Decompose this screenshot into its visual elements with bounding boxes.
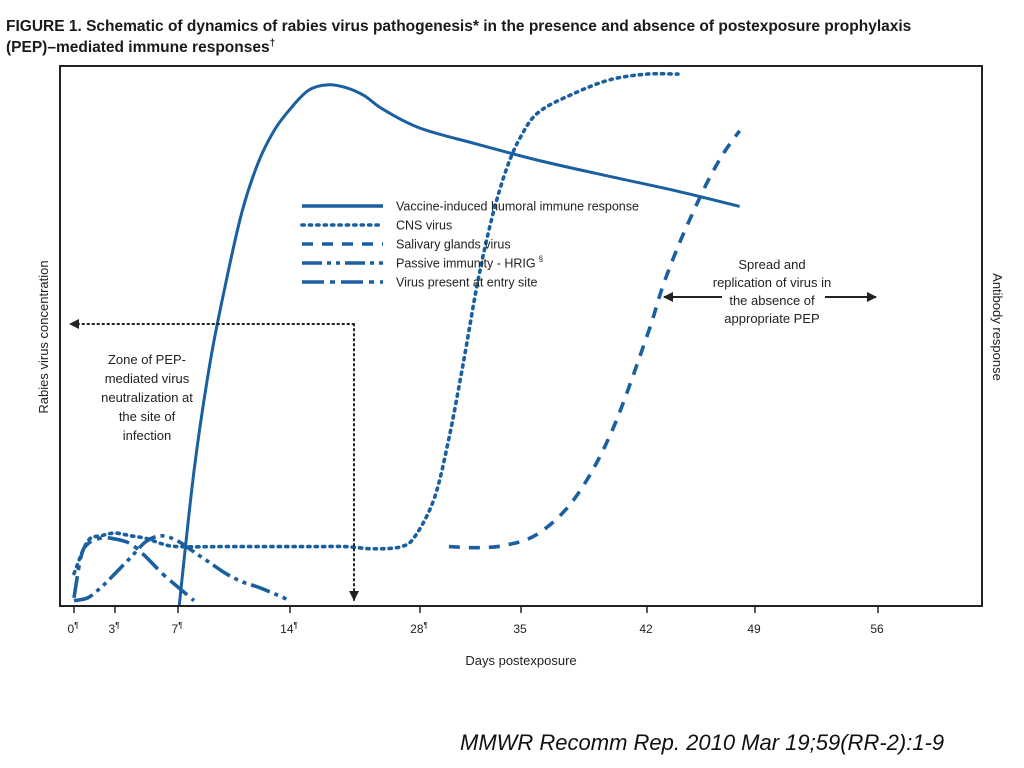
spread-annotation-line: Spread and bbox=[738, 257, 805, 272]
zone-annotation-line: neutralization at bbox=[101, 390, 193, 405]
legend-footnote-mark: § bbox=[539, 255, 543, 264]
x-tick-label-7: 7¶ bbox=[172, 621, 183, 636]
legend-label-passive-immunity-hrig: Passive immunity - HRIG § bbox=[396, 255, 543, 271]
x-tick-label-56: 56 bbox=[870, 622, 884, 636]
zone-annotation-line: the site of bbox=[119, 409, 176, 424]
x-tick-footnote-mark: ¶ bbox=[178, 621, 182, 630]
series-line-passive-immunity-hrig bbox=[73, 533, 291, 603]
x-axis-label: Days postexposure bbox=[465, 653, 576, 668]
legend-label-virus-entry-site: Virus present at entry site bbox=[396, 276, 538, 290]
x-tick-label-14: 14¶ bbox=[280, 621, 298, 636]
spread-annotation-line: replication of virus in bbox=[713, 275, 832, 290]
x-tick-label-42: 42 bbox=[639, 622, 653, 636]
zone-annotation-line: Zone of PEP- bbox=[108, 352, 186, 367]
citation: MMWR Recomm Rep. 2010 Mar 19;59(RR-2):1-… bbox=[460, 730, 945, 755]
plot-frame bbox=[59, 65, 983, 607]
x-tick-footnote-mark: ¶ bbox=[294, 621, 298, 630]
series-line-salivary-glands-virus bbox=[448, 129, 742, 550]
figure-title-line-2: (PEP)–mediated immune responses† bbox=[6, 35, 1024, 56]
dagger-mark: † bbox=[269, 38, 276, 49]
x-tick-label-35: 35 bbox=[513, 622, 527, 636]
series-layer bbox=[72, 71, 742, 605]
legend: Vaccine-induced humoral immune response C… bbox=[300, 200, 639, 290]
spread-annotation-line: appropriate PEP bbox=[724, 311, 819, 326]
x-axis-ticks: 0¶ 3¶ 7¶ 14¶ 28¶ 35 42 49 56 bbox=[68, 606, 884, 636]
zone-annotation-line: mediated virus bbox=[105, 371, 190, 386]
y-axis-label-right: Antibody response bbox=[990, 273, 1005, 381]
x-tick-label-0: 0¶ bbox=[68, 621, 79, 636]
x-tick-footnote-mark: ¶ bbox=[424, 621, 428, 630]
series-line-virus-entry-site bbox=[72, 535, 196, 602]
series-line-vaccine-response bbox=[177, 83, 740, 605]
figure-title: FIGURE 1. Schematic of dynamics of rabie… bbox=[6, 18, 1024, 56]
x-tick-label-49: 49 bbox=[747, 622, 761, 636]
legend-label-vaccine-response: Vaccine-induced humoral immune response bbox=[396, 200, 639, 214]
x-tick-label-28: 28¶ bbox=[410, 621, 428, 636]
spread-annotation: Spread and replication of virus in the abs… bbox=[713, 257, 832, 326]
x-tick-footnote-mark: ¶ bbox=[115, 621, 119, 630]
figure-title-line-1: FIGURE 1. Schematic of dynamics of rabie… bbox=[6, 18, 912, 35]
legend-label-cns-virus: CNS virus bbox=[396, 219, 452, 233]
x-tick-label-3: 3¶ bbox=[109, 621, 120, 636]
figure-title-line-2-text: (PEP)–mediated immune responses bbox=[6, 39, 270, 57]
x-tick-footnote-mark: ¶ bbox=[74, 621, 78, 630]
zone-annotation-line: infection bbox=[123, 428, 171, 443]
y-axis-label-left: Rabies virus concentration bbox=[36, 260, 51, 413]
zone-annotation: Zone of PEP-mediated virus neutralization… bbox=[101, 352, 193, 443]
series-line-cns-virus bbox=[72, 71, 680, 576]
legend-label-salivary-glands-virus: Salivary glands virus bbox=[396, 238, 511, 252]
spread-annotation-line: the absence of bbox=[729, 293, 815, 308]
